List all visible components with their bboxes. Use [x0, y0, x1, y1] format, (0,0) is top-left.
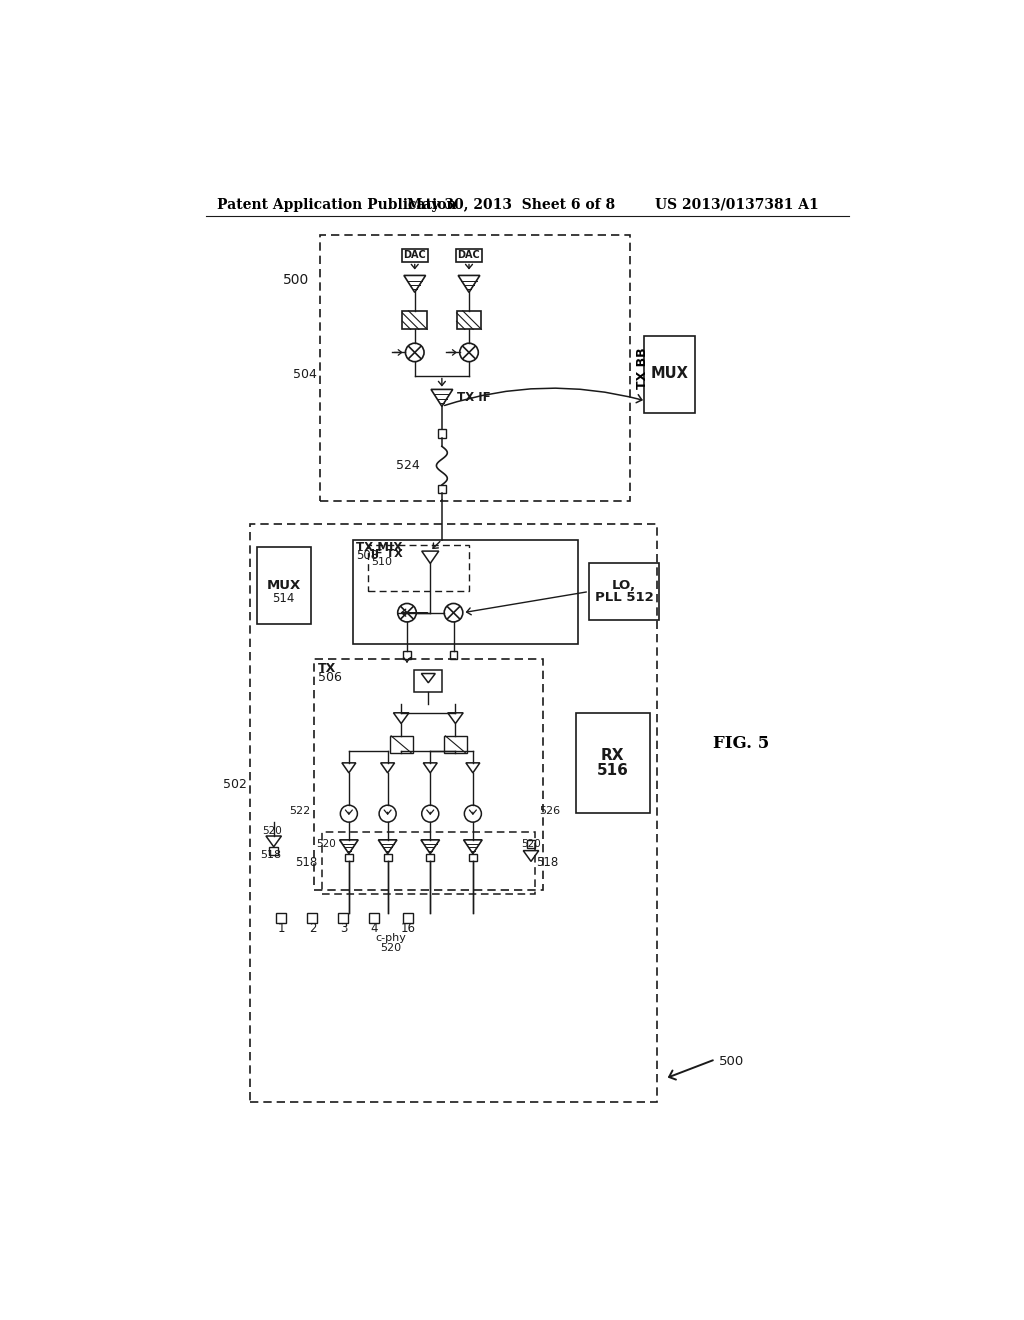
Bar	[644, 335, 694, 412]
Text: 522: 522	[289, 807, 310, 816]
Bar	[437, 429, 446, 438]
Text: 518: 518	[537, 857, 559, 870]
Text: MUX: MUX	[266, 579, 301, 593]
Text: 520: 520	[521, 838, 541, 849]
Text: 3: 3	[340, 921, 347, 935]
Text: 4: 4	[371, 921, 378, 935]
Bar	[403, 651, 411, 659]
Bar	[426, 854, 434, 862]
Text: 520: 520	[315, 838, 336, 849]
Bar	[276, 913, 287, 923]
Text: 520: 520	[262, 825, 282, 836]
Bar	[457, 312, 481, 330]
Bar	[352, 540, 578, 644]
Text: 1: 1	[278, 921, 286, 935]
Bar	[589, 562, 658, 620]
Text: MUX: MUX	[650, 367, 688, 381]
Bar	[402, 913, 413, 923]
Bar	[526, 840, 536, 849]
Text: 502: 502	[222, 777, 247, 791]
Text: DAC: DAC	[403, 251, 426, 260]
Text: 508: 508	[356, 549, 378, 562]
Text: 518: 518	[260, 850, 281, 861]
Bar	[437, 484, 446, 494]
Bar	[269, 847, 278, 855]
Text: IF TX: IF TX	[372, 549, 403, 560]
Text: PLL 512: PLL 512	[595, 591, 653, 605]
Text: TX BB: TX BB	[636, 347, 649, 389]
Text: 506: 506	[317, 671, 342, 684]
Text: 16: 16	[400, 921, 416, 935]
Bar	[415, 671, 442, 692]
Text: DAC: DAC	[458, 251, 480, 260]
Text: RX: RX	[601, 747, 625, 763]
Bar	[257, 548, 311, 624]
Bar	[443, 737, 467, 752]
Bar	[401, 249, 428, 261]
Text: TX MIX: TX MIX	[356, 541, 402, 554]
Bar	[314, 659, 543, 890]
Text: 518: 518	[296, 857, 317, 870]
Bar	[321, 235, 630, 502]
Text: 504: 504	[293, 367, 317, 380]
Text: 520: 520	[381, 944, 401, 953]
Text: 500: 500	[719, 1055, 744, 1068]
Text: 514: 514	[272, 591, 295, 605]
Text: TX IF: TX IF	[458, 391, 490, 404]
Bar	[384, 854, 391, 862]
Bar	[251, 524, 657, 1102]
Bar	[402, 312, 427, 330]
Text: US 2013/0137381 A1: US 2013/0137381 A1	[655, 198, 819, 211]
Text: FIG. 5: FIG. 5	[713, 735, 769, 752]
Bar	[370, 913, 380, 923]
Bar	[369, 545, 469, 591]
Bar	[456, 249, 482, 261]
Text: 526: 526	[539, 807, 560, 816]
Text: Patent Application Publication: Patent Application Publication	[217, 198, 457, 211]
Text: 510: 510	[372, 557, 392, 566]
Bar	[469, 854, 477, 862]
Text: May 30, 2013  Sheet 6 of 8: May 30, 2013 Sheet 6 of 8	[407, 198, 615, 211]
Bar	[338, 913, 348, 923]
Text: 516: 516	[597, 763, 629, 777]
Text: 524: 524	[396, 459, 420, 473]
Bar	[450, 651, 458, 659]
Text: 500: 500	[283, 273, 309, 286]
Bar	[307, 913, 317, 923]
Bar	[345, 854, 352, 862]
Text: TX: TX	[317, 661, 336, 675]
Text: c-phy: c-phy	[376, 933, 407, 944]
Bar	[389, 737, 413, 752]
Bar	[575, 713, 649, 813]
Text: 2: 2	[308, 921, 316, 935]
Text: LO,: LO,	[612, 579, 636, 591]
Bar	[322, 832, 535, 894]
